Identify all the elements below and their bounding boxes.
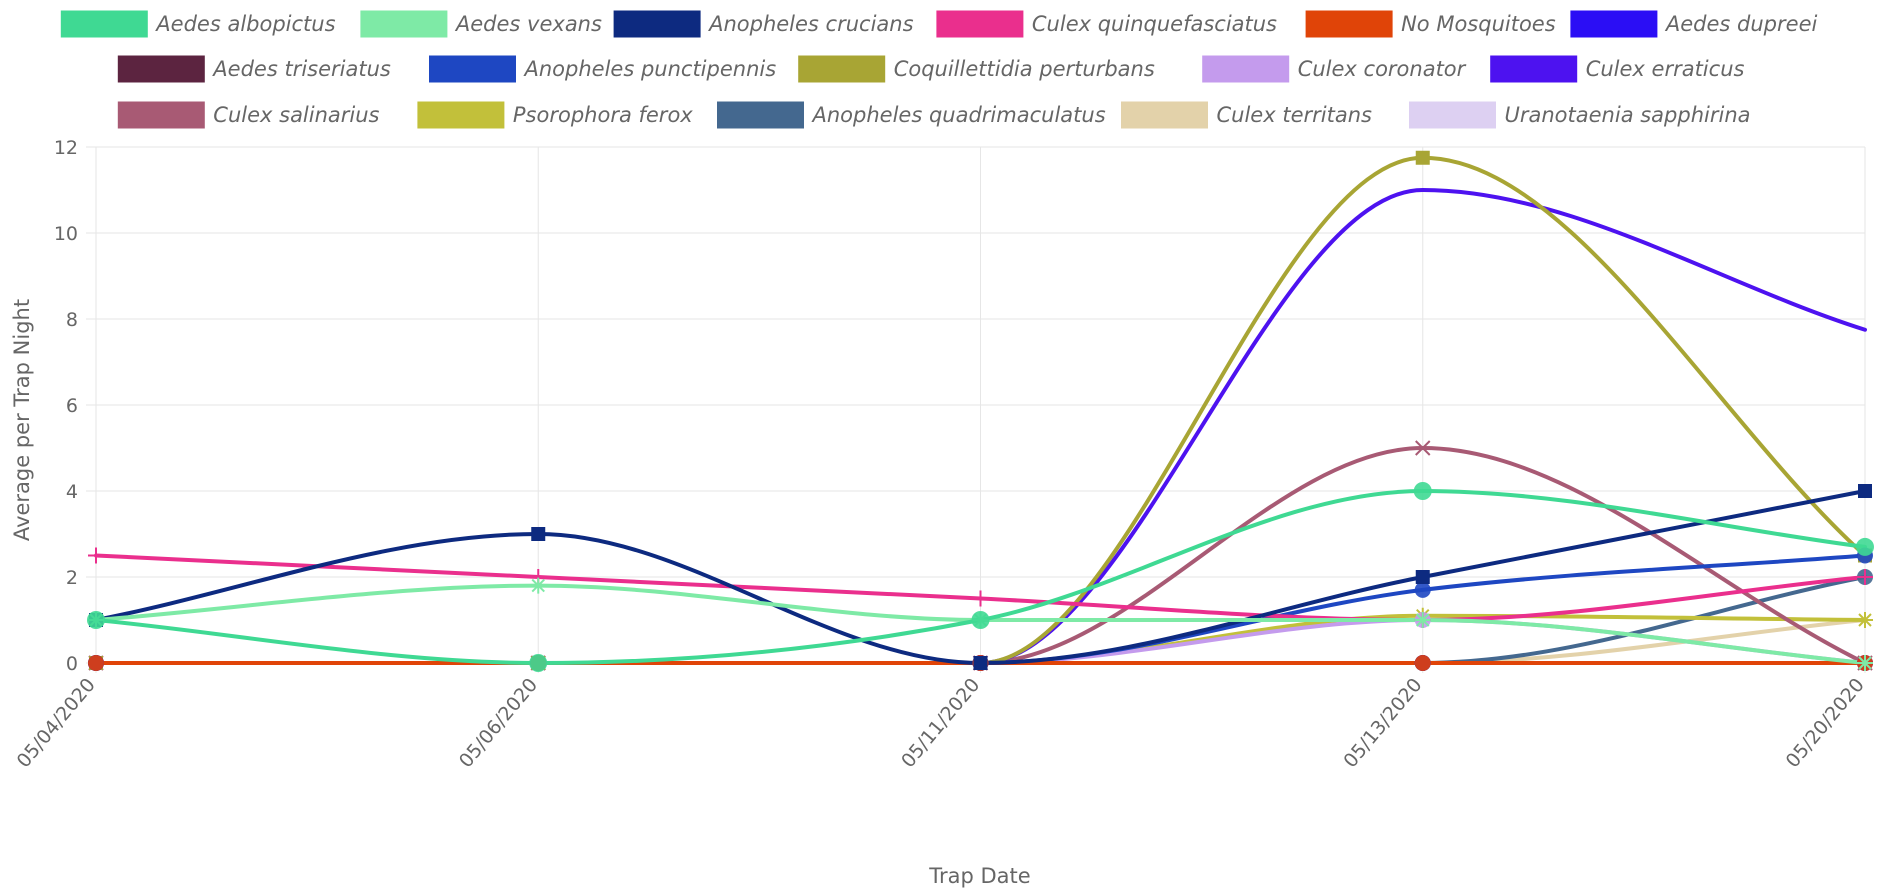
legend-item-anopheles-punctipennis[interactable]: Anopheles punctipennis [428, 54, 777, 84]
legend-swatch [1569, 9, 1659, 39]
legend-item-culex-erraticus[interactable]: Culex erraticus [1489, 54, 1745, 84]
legend-label: Culex erraticus [1586, 57, 1745, 81]
data-point-culex-salinarius[interactable] [1415, 440, 1431, 456]
x-tick-label: 05/20/2020 [1782, 674, 1869, 772]
data-point-anopheles-crucians[interactable] [531, 527, 546, 541]
data-point-aedes-vexans[interactable] [1857, 655, 1873, 671]
x-tick-label: 05/04/2020 [13, 674, 100, 772]
legend-label: Culex territans [1217, 103, 1372, 127]
y-tick-label: 8 [66, 309, 78, 331]
legend-swatch [797, 54, 887, 84]
legend-label: Anopheles punctipennis [523, 57, 777, 81]
legend-swatch [1408, 100, 1497, 130]
grid [86, 146, 1866, 673]
legend-label: Psorophora ferox [513, 103, 693, 127]
legend-item-anopheles-quadrimaculatus[interactable]: Anopheles quadrimaculatus [716, 100, 1106, 130]
legend-item-culex-coronator[interactable]: Culex coronator [1201, 54, 1467, 84]
legend-label: Culex quinquefasciatus [1032, 12, 1277, 36]
legend-swatch [416, 100, 506, 130]
data-point-aedes-albopictus[interactable] [1413, 482, 1432, 500]
legend-item-psorophora-ferox[interactable]: Psorophora ferox [416, 100, 693, 130]
legend-swatch [1120, 100, 1209, 130]
legend-label: Uranotaenia sapphirina [1505, 103, 1751, 127]
y-tick-label: 10 [54, 223, 78, 245]
legend-label: Aedes dupreei [1664, 12, 1818, 36]
data-point-anopheles-crucians[interactable] [1858, 484, 1872, 498]
data-point-culex-quinquefasciatus[interactable] [972, 590, 989, 607]
data-point-aedes-albopictus[interactable] [529, 654, 548, 672]
data-point-culex-quinquefasciatus[interactable] [88, 547, 104, 564]
y-tick-label: 0 [66, 653, 78, 675]
data-point-anopheles-punctipennis[interactable] [1414, 581, 1431, 598]
legend-item-aedes-dupreei[interactable]: Aedes dupreei [1569, 9, 1818, 39]
y-tick-label: 4 [66, 481, 78, 503]
legend-swatch [1201, 54, 1291, 84]
data-point-culex-quinquefasciatus[interactable] [1857, 569, 1873, 585]
x-axis-title: Trap Date [928, 864, 1030, 888]
data-point-aedes-vexans[interactable] [530, 577, 547, 594]
data-point-no-mosquitoes[interactable] [88, 655, 104, 671]
legend-item-no-mosquitoes[interactable]: No Mosquitoes [1304, 9, 1556, 39]
y-axis-title: Average per Trap Night [10, 299, 34, 541]
legend-label: Aedes albopictus [154, 12, 335, 36]
legend-swatch [116, 54, 206, 84]
legend-swatch [612, 9, 702, 39]
legend-item-uranotaenia-sapphirina[interactable]: Uranotaenia sapphirina [1408, 100, 1751, 130]
legend-swatch [59, 9, 149, 39]
y-tick-label: 12 [54, 137, 78, 159]
data-point-aedes-albopictus[interactable] [1856, 537, 1874, 556]
data-point-aedes-albopictus[interactable] [87, 611, 105, 629]
legend-label: Anopheles quadrimaculatus [811, 103, 1106, 127]
legend-swatch [359, 9, 449, 39]
legend-item-culex-territans[interactable]: Culex territans [1120, 100, 1372, 130]
y-tick-label: 6 [66, 395, 78, 417]
legend-item-anopheles-crucians[interactable]: Anopheles crucians [612, 9, 914, 39]
legend-swatch [1489, 54, 1579, 84]
x-axis-ticks: 05/04/2020 05/06/2020 05/11/2020 05/13/2020… [13, 674, 1869, 772]
legend-label: Anopheles crucians [707, 12, 914, 36]
legend-swatch [1304, 9, 1394, 39]
y-axis-ticks: 0 2 4 6 8 10 12 [54, 137, 78, 675]
legend-label: Culex salinarius [213, 103, 379, 127]
legend-item-aedes-albopictus[interactable]: Aedes albopictus [59, 9, 336, 39]
data-point-anopheles-crucians[interactable] [1415, 570, 1430, 584]
data-point-anopheles-crucians[interactable] [973, 656, 988, 670]
y-tick-label: 2 [66, 567, 78, 589]
series-markers [87, 150, 1874, 672]
data-point-aedes-vexans[interactable] [1414, 612, 1431, 628]
x-tick-label: 05/06/2020 [455, 674, 542, 772]
data-point-psorophora-ferox[interactable] [1857, 612, 1873, 628]
legend-swatch [716, 100, 805, 130]
legend-swatch [116, 100, 206, 130]
data-point-coquillettidia-perturbans[interactable] [1415, 150, 1430, 165]
legend-label: Aedes triseriatus [211, 57, 391, 81]
x-tick-label: 05/11/2020 [897, 674, 984, 772]
legend-swatch [935, 9, 1025, 39]
legend-label: Aedes vexans [454, 12, 602, 36]
legend-label: Coquillettidia perturbans [894, 57, 1155, 81]
legend: Aedes albopictus Aedes vexans Anopheles cr… [59, 9, 1818, 130]
legend-label: No Mosquitoes [1401, 12, 1556, 36]
data-point-aedes-albopictus[interactable] [971, 611, 990, 629]
legend-item-coquillettidia-perturbans[interactable]: Coquillettidia perturbans [797, 54, 1155, 84]
legend-label: Culex coronator [1298, 57, 1467, 81]
x-tick-label: 05/13/2020 [1339, 674, 1426, 772]
legend-item-culex-quinquefasciatus[interactable]: Culex quinquefasciatus [935, 9, 1277, 39]
legend-item-aedes-triseriatus[interactable]: Aedes triseriatus [116, 54, 391, 84]
legend-item-aedes-vexans[interactable]: Aedes vexans [359, 9, 602, 39]
legend-item-culex-salinarius[interactable]: Culex salinarius [116, 100, 380, 130]
data-point-no-mosquitoes[interactable] [1414, 655, 1431, 671]
legend-swatch [428, 54, 517, 84]
